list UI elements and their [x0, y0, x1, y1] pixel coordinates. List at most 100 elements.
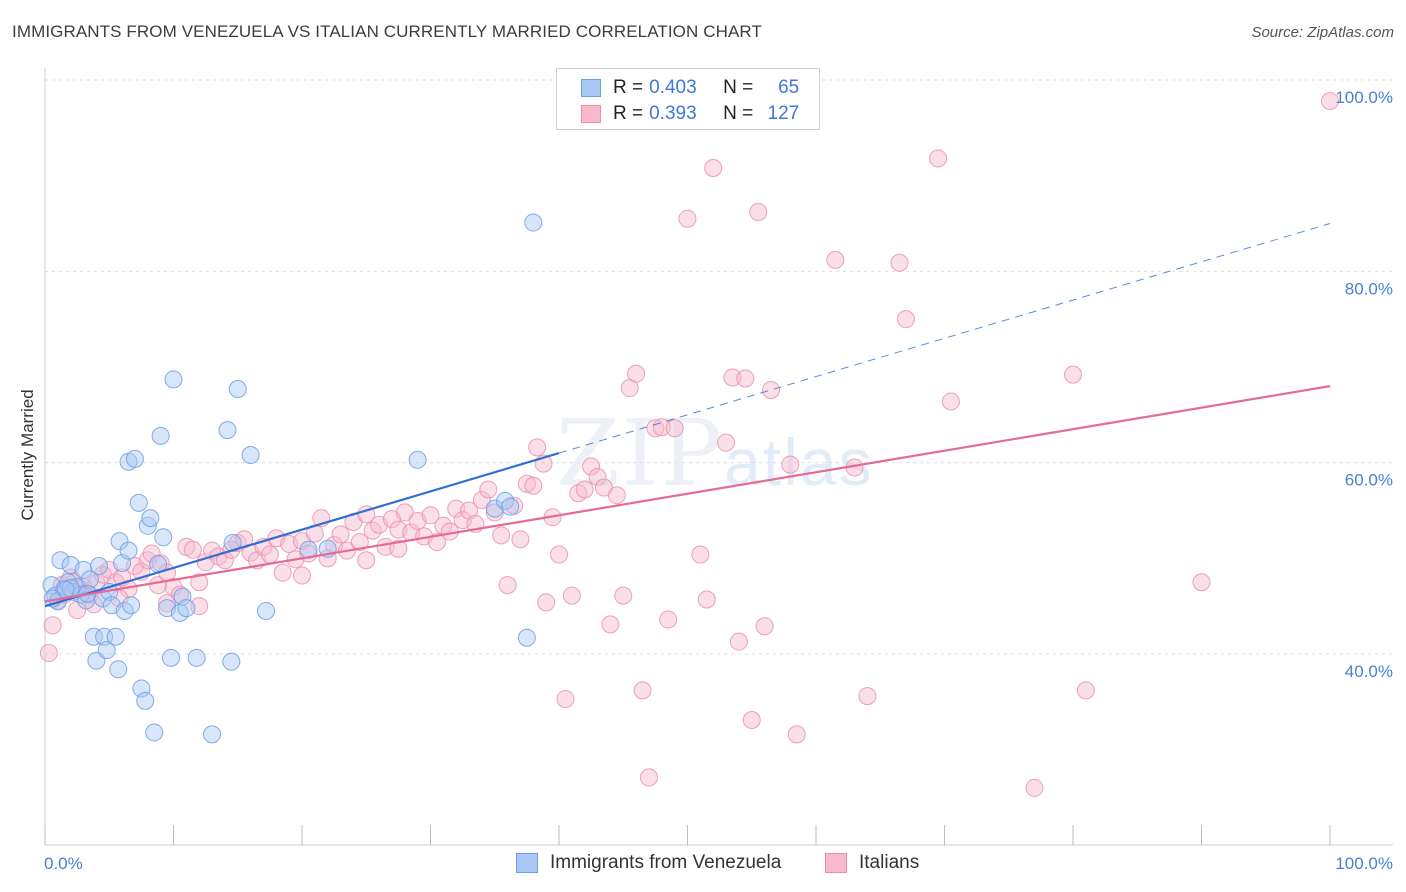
venezuela-point — [222, 652, 241, 671]
italians-point — [395, 503, 414, 522]
italians-point — [524, 476, 543, 495]
italians-point — [646, 419, 665, 438]
italians-point — [427, 533, 446, 552]
italians-point — [607, 486, 626, 505]
italians-point — [858, 687, 877, 706]
venezuela-point — [74, 560, 93, 579]
venezuela-point — [109, 660, 128, 679]
italians-point — [826, 250, 845, 269]
axis-layer — [44, 68, 1393, 846]
italians-point — [528, 438, 547, 457]
italians-point — [742, 711, 761, 730]
italians-point — [492, 526, 511, 545]
venezuela-point — [485, 499, 504, 518]
italians-point — [652, 418, 671, 437]
italians-point — [43, 616, 62, 635]
italians-point — [639, 768, 658, 787]
x-tick-label: 0.0% — [44, 854, 83, 873]
legend-item-italians[interactable]: Italians — [825, 852, 919, 874]
venezuela-point — [203, 725, 222, 744]
italians-point — [582, 457, 601, 476]
italians-points — [39, 92, 1339, 797]
italians-point — [729, 632, 748, 651]
venezuela-point — [89, 556, 108, 575]
italians-point — [736, 369, 755, 388]
italians-point — [472, 490, 491, 509]
italians-point — [717, 433, 736, 452]
italians-point — [357, 551, 376, 570]
legend-item-venezuela[interactable]: Immigrants from Venezuela — [516, 852, 781, 874]
italians-point — [498, 576, 517, 595]
italians-point — [787, 725, 806, 744]
watermark-zip: ZIP — [556, 400, 725, 507]
italians-point — [68, 600, 87, 619]
italians-point — [389, 539, 408, 558]
venezuela-point — [110, 532, 129, 551]
italians-point — [697, 590, 716, 609]
venezuela-point — [241, 446, 260, 465]
venezuela-point — [119, 541, 138, 560]
venezuela-point — [141, 509, 160, 528]
italians-point — [890, 253, 909, 272]
italians-point — [588, 468, 607, 487]
italians-point — [691, 545, 710, 564]
venezuela-point — [145, 723, 164, 742]
y-tick-label: 40.0% — [1345, 662, 1393, 681]
stats-box: R = 0.403 N = 65 R = 0.393 N = 127 — [556, 68, 820, 130]
venezuela-point — [218, 421, 237, 440]
italians-point — [158, 594, 177, 613]
venezuela-point — [161, 648, 180, 667]
y-tick-label: 100.0% — [1335, 88, 1393, 107]
italians-point — [1321, 92, 1339, 111]
italians-point — [39, 644, 58, 663]
legend-swatch-blue — [516, 853, 538, 873]
stats-swatch-pink — [581, 105, 601, 123]
italians-point — [350, 533, 369, 552]
italians-point — [659, 610, 678, 629]
stats-r-label: R = — [613, 77, 644, 98]
venezuela-points — [42, 213, 543, 744]
italians-point — [627, 364, 646, 383]
italians-point — [781, 455, 800, 474]
italians-point — [896, 310, 915, 329]
italians-point — [1192, 573, 1211, 592]
legend-label: Immigrants from Venezuela — [550, 852, 782, 873]
venezuela-point — [51, 551, 70, 570]
legend: Immigrants from Venezuela Italians — [0, 852, 1406, 878]
italians-point — [562, 586, 581, 605]
italians-point — [749, 203, 768, 222]
venezuela-point — [501, 497, 520, 516]
italians-point — [1076, 681, 1095, 700]
legend-swatch-pink — [825, 853, 847, 873]
venezuela-point — [223, 534, 242, 553]
watermark: ZIPatlas — [556, 400, 874, 507]
italians-point — [1064, 365, 1082, 384]
italians-point — [575, 480, 594, 499]
venezuela-point — [136, 691, 155, 710]
italians-point — [1025, 778, 1044, 797]
venezuela-point — [496, 491, 515, 510]
watermark-atlas: atlas — [724, 425, 874, 499]
chart-title: IMMIGRANTS FROM VENEZUELA VS ITALIAN CUR… — [12, 22, 762, 41]
italians-point — [941, 392, 960, 411]
italians-point — [929, 149, 948, 168]
x-tick-label: 100.0% — [1335, 854, 1393, 873]
venezuela-point — [125, 449, 144, 468]
stats-row-venezuela: R = 0.403 N = 65 — [581, 76, 799, 100]
italians-point — [183, 540, 202, 559]
italians-point — [537, 593, 556, 612]
venezuela-point — [187, 648, 206, 667]
venezuela-point — [97, 641, 116, 660]
italians-point — [633, 681, 652, 700]
venezuela-point — [408, 450, 427, 469]
venezuela-trend-extension — [558, 223, 1331, 454]
venezuela-point — [106, 627, 125, 646]
italians-point — [723, 368, 742, 387]
italians-point — [293, 566, 311, 585]
stats-swatch-blue — [581, 79, 601, 97]
trend-layer — [44, 223, 1331, 608]
venezuela-point — [257, 601, 276, 620]
italians-point — [511, 530, 530, 549]
italians-point — [273, 563, 292, 582]
